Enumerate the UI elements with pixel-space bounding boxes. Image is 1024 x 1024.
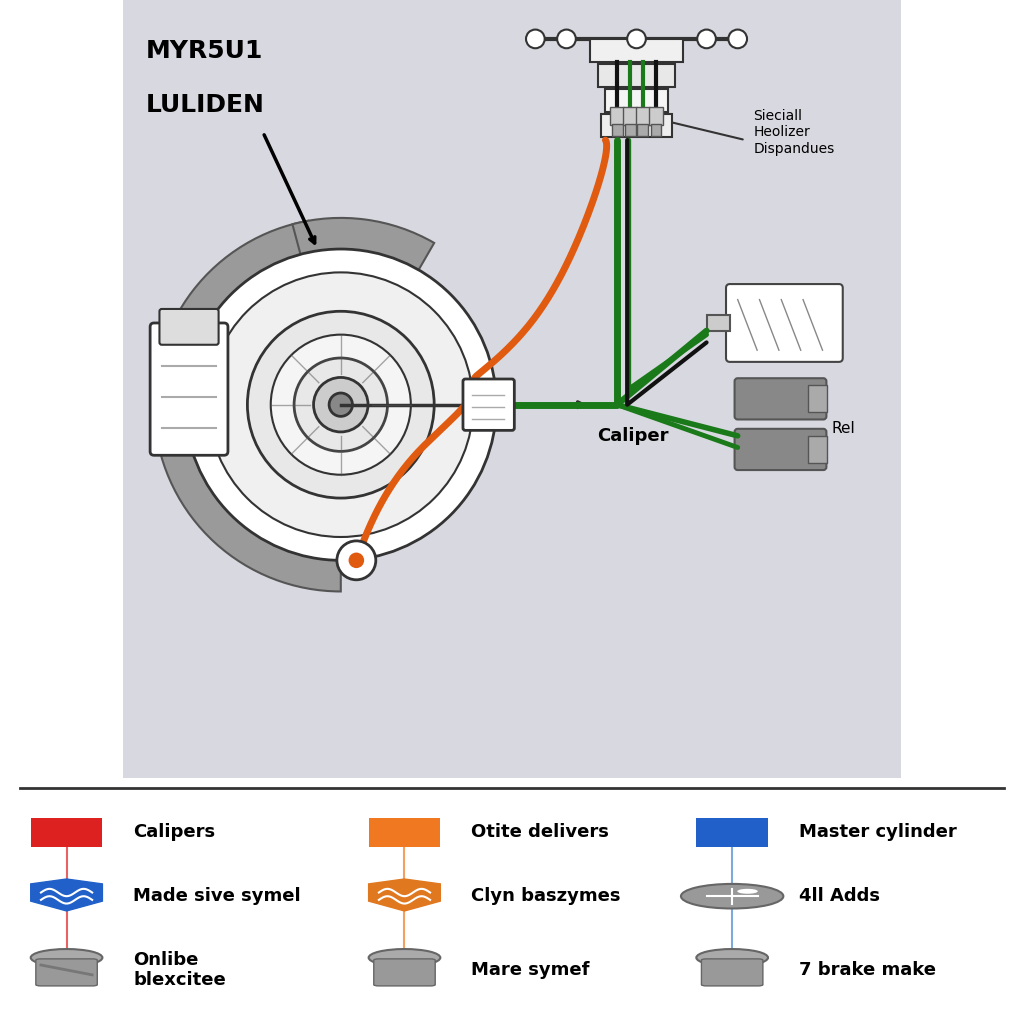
Circle shape	[369, 949, 440, 967]
Text: Made sive symel: Made sive symel	[133, 887, 301, 905]
Circle shape	[681, 884, 783, 908]
Bar	[637, 124, 648, 136]
Bar	[696, 817, 768, 847]
Circle shape	[526, 30, 545, 48]
Circle shape	[329, 393, 352, 417]
Circle shape	[248, 311, 434, 498]
FancyBboxPatch shape	[734, 429, 826, 470]
FancyBboxPatch shape	[115, 0, 909, 786]
FancyBboxPatch shape	[160, 309, 218, 345]
Bar	[605, 89, 668, 112]
Bar	[625, 124, 636, 136]
Circle shape	[313, 378, 368, 432]
Circle shape	[728, 30, 748, 48]
FancyBboxPatch shape	[726, 284, 843, 361]
Text: Rel: Rel	[831, 421, 855, 435]
FancyBboxPatch shape	[374, 958, 435, 986]
FancyBboxPatch shape	[701, 958, 763, 986]
Bar	[650, 124, 662, 136]
Text: Caliper: Caliper	[598, 427, 669, 444]
Text: 7 brake make: 7 brake make	[799, 961, 936, 979]
Bar	[624, 108, 637, 125]
Circle shape	[294, 358, 387, 452]
Text: MYR5U1: MYR5U1	[146, 39, 263, 62]
Polygon shape	[369, 879, 440, 911]
Circle shape	[348, 553, 365, 568]
Text: 4ll Adds: 4ll Adds	[799, 887, 880, 905]
Circle shape	[270, 335, 411, 475]
Polygon shape	[31, 879, 102, 911]
Circle shape	[209, 272, 473, 537]
Circle shape	[337, 541, 376, 580]
Circle shape	[627, 30, 646, 48]
Bar	[611, 124, 623, 136]
Circle shape	[31, 949, 102, 967]
Bar	[598, 63, 676, 87]
Bar	[636, 108, 650, 125]
Bar	[610, 108, 624, 125]
FancyBboxPatch shape	[734, 378, 826, 420]
Bar	[369, 817, 440, 847]
Circle shape	[185, 249, 497, 560]
FancyBboxPatch shape	[463, 379, 514, 430]
Wedge shape	[293, 218, 434, 276]
Circle shape	[737, 889, 758, 894]
Bar	[31, 817, 102, 847]
Circle shape	[557, 30, 575, 48]
Bar	[649, 108, 663, 125]
Bar	[601, 114, 672, 137]
Circle shape	[696, 949, 768, 967]
Circle shape	[697, 30, 716, 48]
Bar	[707, 315, 730, 331]
Bar	[590, 39, 683, 62]
Text: Mare symef: Mare symef	[471, 961, 590, 979]
Text: Otite delivers: Otite delivers	[471, 823, 609, 842]
Text: Sieciall
Heolizer
Dispandues: Sieciall Heolizer Dispandues	[754, 110, 835, 156]
Wedge shape	[154, 221, 341, 592]
Text: Master cylinder: Master cylinder	[799, 823, 956, 842]
Text: Clyn baszymes: Clyn baszymes	[471, 887, 621, 905]
Text: LULIDEN: LULIDEN	[146, 93, 265, 118]
Text: Onlibe
blexcitee: Onlibe blexcitee	[133, 950, 226, 989]
FancyBboxPatch shape	[151, 323, 228, 456]
Text: Calipers: Calipers	[133, 823, 215, 842]
Bar	[808, 436, 827, 463]
Bar	[808, 385, 827, 413]
FancyBboxPatch shape	[36, 958, 97, 986]
